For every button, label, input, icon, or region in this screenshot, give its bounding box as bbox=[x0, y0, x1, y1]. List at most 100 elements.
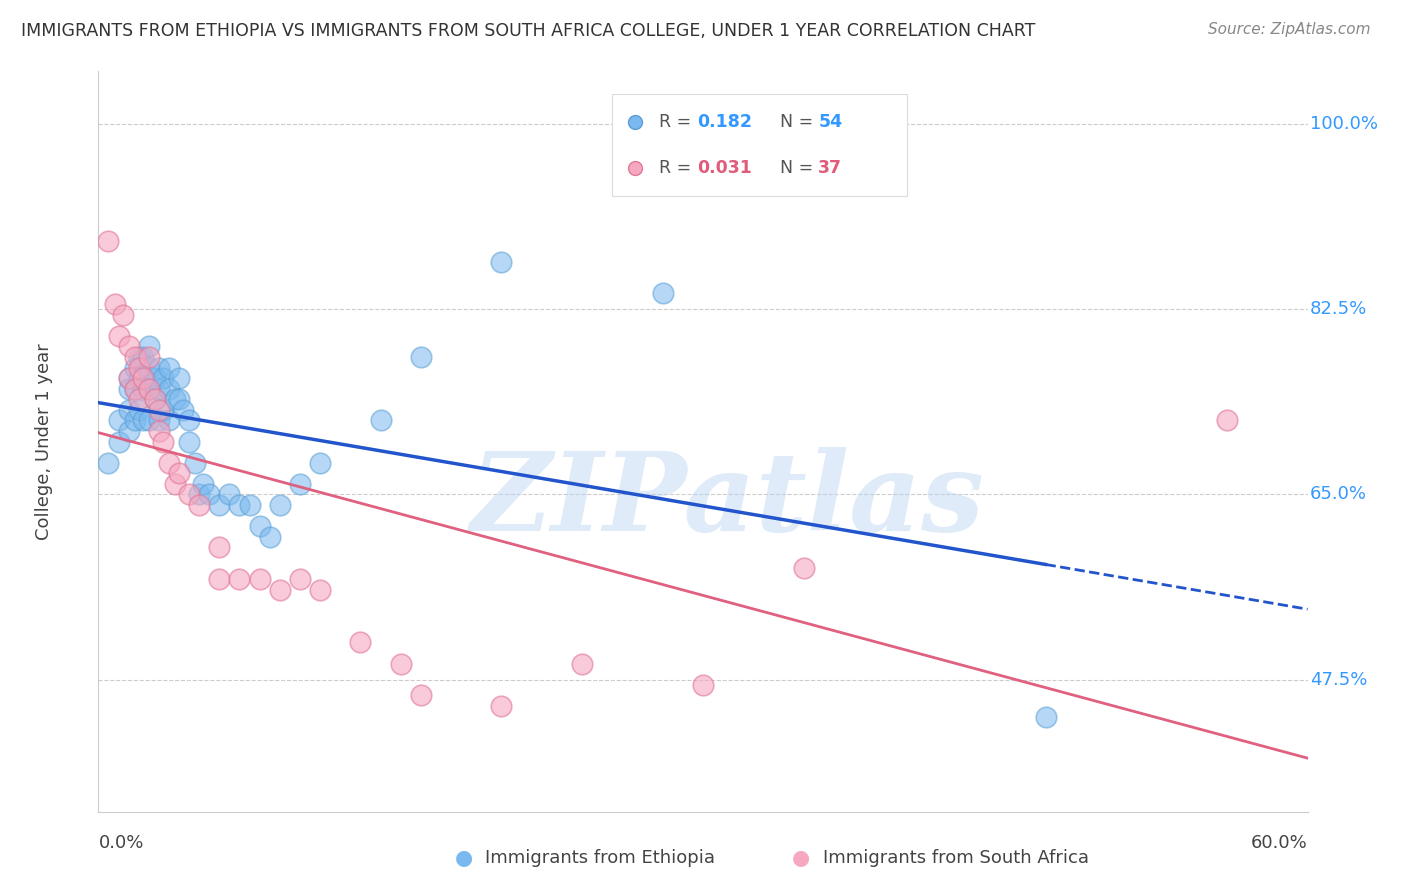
Point bbox=[249, 572, 271, 586]
Point bbox=[172, 402, 194, 417]
Point bbox=[193, 476, 215, 491]
Point bbox=[188, 487, 211, 501]
Point bbox=[370, 413, 392, 427]
Point bbox=[118, 424, 141, 438]
Point bbox=[128, 360, 150, 375]
Point bbox=[148, 424, 170, 438]
Point bbox=[288, 572, 311, 586]
Point bbox=[132, 371, 155, 385]
Point bbox=[138, 413, 160, 427]
Point bbox=[269, 498, 291, 512]
Point bbox=[218, 487, 240, 501]
Point bbox=[163, 476, 186, 491]
Point bbox=[138, 360, 160, 375]
Text: R =: R = bbox=[659, 159, 696, 177]
Point bbox=[124, 413, 146, 427]
Point bbox=[179, 487, 201, 501]
Point bbox=[107, 434, 129, 449]
Text: Source: ZipAtlas.com: Source: ZipAtlas.com bbox=[1208, 22, 1371, 37]
Text: College, Under 1 year: College, Under 1 year bbox=[35, 343, 53, 540]
Point bbox=[118, 402, 141, 417]
Point bbox=[107, 413, 129, 427]
Point bbox=[188, 498, 211, 512]
Point bbox=[97, 234, 120, 248]
Text: Immigrants from Ethiopia: Immigrants from Ethiopia bbox=[485, 849, 716, 867]
Point bbox=[143, 371, 166, 385]
Text: 82.5%: 82.5% bbox=[1310, 301, 1367, 318]
Point bbox=[208, 498, 231, 512]
Point bbox=[152, 434, 174, 449]
Point bbox=[148, 413, 170, 427]
Point bbox=[118, 371, 141, 385]
Text: Immigrants from South Africa: Immigrants from South Africa bbox=[823, 849, 1088, 867]
Text: 65.0%: 65.0% bbox=[1310, 485, 1367, 503]
Point bbox=[152, 402, 174, 417]
Point bbox=[107, 328, 129, 343]
Point bbox=[118, 382, 141, 396]
Point bbox=[309, 582, 332, 597]
Point bbox=[309, 456, 332, 470]
Point bbox=[409, 689, 432, 703]
Point bbox=[138, 350, 160, 364]
Point bbox=[143, 392, 166, 407]
Text: 60.0%: 60.0% bbox=[1251, 834, 1308, 852]
Point bbox=[491, 254, 513, 268]
Point bbox=[249, 519, 271, 533]
Point bbox=[128, 402, 150, 417]
Text: 0.182: 0.182 bbox=[697, 113, 752, 131]
Point bbox=[148, 402, 170, 417]
Point bbox=[138, 382, 160, 396]
Point bbox=[157, 382, 180, 396]
Text: IMMIGRANTS FROM ETHIOPIA VS IMMIGRANTS FROM SOUTH AFRICA COLLEGE, UNDER 1 YEAR C: IMMIGRANTS FROM ETHIOPIA VS IMMIGRANTS F… bbox=[21, 22, 1035, 40]
Point bbox=[198, 487, 221, 501]
Point bbox=[651, 286, 673, 301]
Point bbox=[409, 350, 432, 364]
Point bbox=[118, 339, 141, 353]
Point bbox=[163, 392, 186, 407]
Text: R =: R = bbox=[659, 113, 696, 131]
Point bbox=[167, 371, 190, 385]
Text: 0.0%: 0.0% bbox=[98, 834, 143, 852]
Point bbox=[228, 572, 250, 586]
Point bbox=[132, 350, 155, 364]
Point bbox=[793, 561, 815, 575]
Text: ZIPatlas: ZIPatlas bbox=[470, 447, 984, 555]
Point bbox=[103, 297, 125, 311]
Point bbox=[152, 371, 174, 385]
Point bbox=[208, 572, 231, 586]
Text: N =: N = bbox=[780, 159, 818, 177]
Point bbox=[167, 467, 190, 481]
Point bbox=[1035, 709, 1057, 723]
Point bbox=[349, 635, 371, 649]
Point bbox=[208, 541, 231, 555]
Text: 0.031: 0.031 bbox=[697, 159, 752, 177]
Point bbox=[148, 360, 170, 375]
Point bbox=[624, 161, 647, 175]
Point bbox=[269, 582, 291, 597]
Point bbox=[157, 360, 180, 375]
Point bbox=[138, 382, 160, 396]
Point bbox=[124, 350, 146, 364]
Point bbox=[228, 498, 250, 512]
Point bbox=[118, 371, 141, 385]
Point bbox=[167, 392, 190, 407]
Point bbox=[692, 678, 714, 692]
Point bbox=[124, 382, 146, 396]
Point bbox=[571, 657, 593, 671]
Point bbox=[157, 413, 180, 427]
Point bbox=[128, 392, 150, 407]
Point bbox=[124, 382, 146, 396]
Point bbox=[624, 115, 647, 129]
Point bbox=[132, 382, 155, 396]
Text: N =: N = bbox=[780, 113, 818, 131]
Point bbox=[389, 657, 412, 671]
Text: 47.5%: 47.5% bbox=[1310, 671, 1368, 689]
Point bbox=[179, 434, 201, 449]
Point bbox=[491, 698, 513, 713]
Point bbox=[138, 339, 160, 353]
Point bbox=[259, 530, 281, 544]
Text: ●: ● bbox=[456, 848, 472, 868]
Text: 37: 37 bbox=[818, 159, 842, 177]
Text: 100.0%: 100.0% bbox=[1310, 115, 1378, 133]
Point bbox=[288, 476, 311, 491]
